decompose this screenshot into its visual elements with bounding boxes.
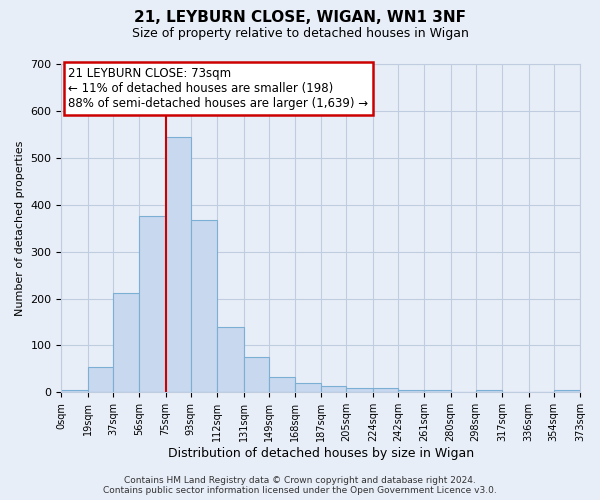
Bar bbox=[322, 386, 346, 392]
X-axis label: Distribution of detached houses by size in Wigan: Distribution of detached houses by size … bbox=[167, 447, 474, 460]
Bar bbox=[476, 390, 502, 392]
Bar bbox=[61, 390, 88, 392]
Y-axis label: Number of detached properties: Number of detached properties bbox=[15, 140, 25, 316]
Bar bbox=[295, 383, 322, 392]
Bar bbox=[373, 388, 398, 392]
Bar bbox=[217, 326, 244, 392]
Text: 21, LEYBURN CLOSE, WIGAN, WN1 3NF: 21, LEYBURN CLOSE, WIGAN, WN1 3NF bbox=[134, 10, 466, 25]
Text: Contains HM Land Registry data © Crown copyright and database right 2024.
Contai: Contains HM Land Registry data © Crown c… bbox=[103, 476, 497, 495]
Bar bbox=[269, 377, 295, 392]
Text: Size of property relative to detached houses in Wigan: Size of property relative to detached ho… bbox=[131, 28, 469, 40]
Bar bbox=[346, 388, 373, 392]
Bar bbox=[554, 390, 580, 392]
Bar bbox=[139, 216, 166, 392]
Bar bbox=[424, 390, 451, 392]
Bar bbox=[398, 390, 424, 392]
Bar bbox=[191, 220, 217, 392]
Bar bbox=[88, 366, 113, 392]
Bar bbox=[166, 136, 191, 392]
Bar bbox=[113, 293, 139, 392]
Bar bbox=[244, 357, 269, 392]
Text: 21 LEYBURN CLOSE: 73sqm
← 11% of detached houses are smaller (198)
88% of semi-d: 21 LEYBURN CLOSE: 73sqm ← 11% of detache… bbox=[68, 67, 368, 110]
